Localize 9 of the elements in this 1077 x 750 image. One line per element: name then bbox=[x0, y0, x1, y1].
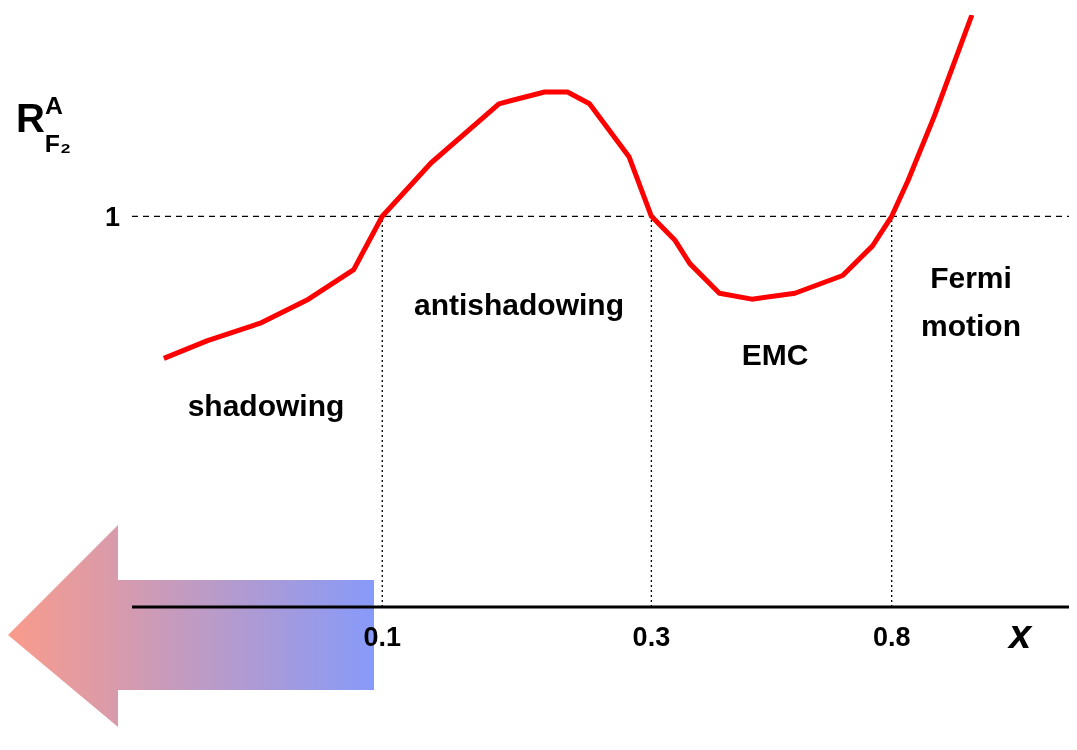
annotation: shadowing bbox=[187, 388, 345, 422]
x-tick-label: 0.3 bbox=[632, 622, 671, 653]
annotation: EMC bbox=[741, 337, 809, 371]
annotation: antishadowing bbox=[414, 287, 624, 321]
annotation: Fermi motion bbox=[921, 260, 1021, 342]
x-tick-label: 0.8 bbox=[872, 622, 911, 653]
x-tick-label: 0.1 bbox=[363, 622, 402, 653]
x-axis-title: x bbox=[1006, 612, 1033, 656]
ref-line-label: 1 bbox=[104, 201, 120, 232]
